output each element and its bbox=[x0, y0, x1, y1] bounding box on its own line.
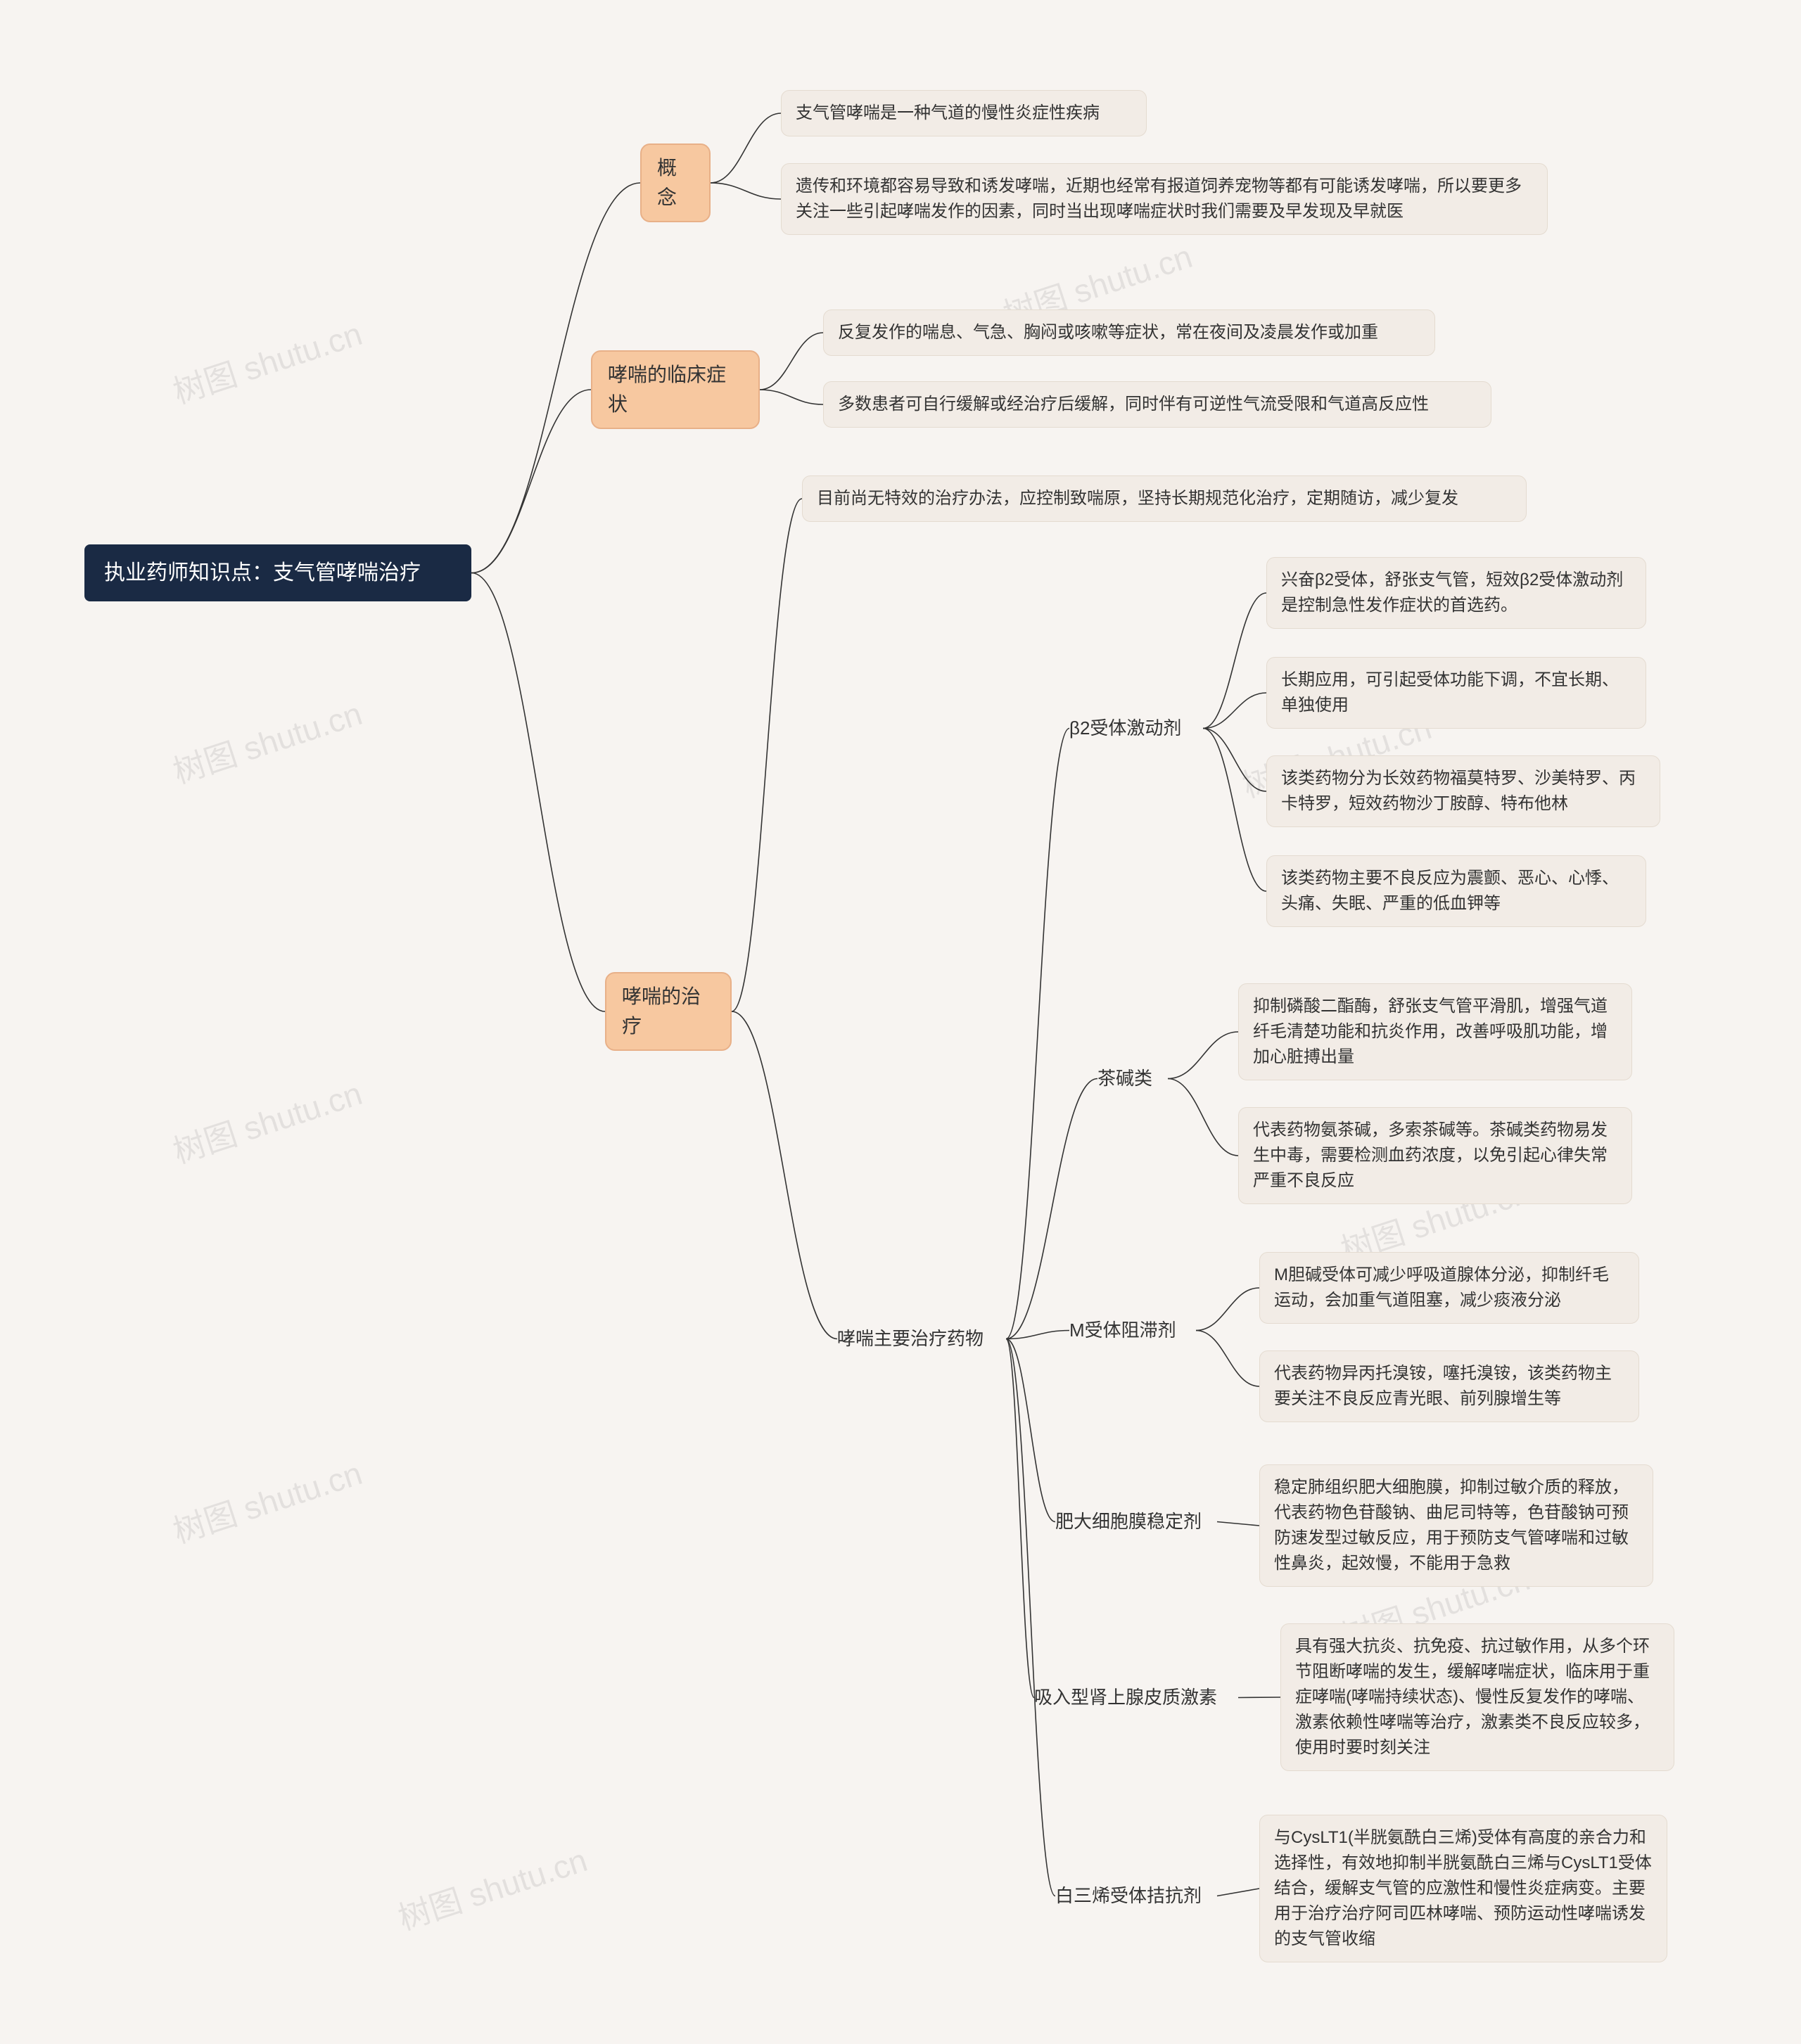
edge bbox=[1203, 729, 1266, 892]
node-text: β2受体激动剂 bbox=[1069, 715, 1181, 742]
node-root: 执业药师知识点：支气管哮喘治疗 bbox=[84, 544, 471, 601]
node-b1l2: 遗传和环境都容易导致和诱发哮喘，近期也经常有报道饲养宠物等都有可能诱发哮喘，所以… bbox=[781, 163, 1548, 235]
edge bbox=[760, 333, 823, 390]
edge bbox=[1006, 1331, 1069, 1339]
edge bbox=[1217, 1889, 1259, 1896]
node-d6l1: 与CysLT1(半胱氨酰白三烯)受体有高度的亲合力和选择性，有效地抑制半胱氨酰白… bbox=[1259, 1815, 1667, 1962]
watermark: 树图 shutu.cn bbox=[167, 1068, 367, 1173]
node-text: 遗传和环境都容易导致和诱发哮喘，近期也经常有报道饲养宠物等都有可能诱发哮喘，所以… bbox=[796, 174, 1533, 224]
node-text: 支气管哮喘是一种气道的慢性炎症性疾病 bbox=[796, 101, 1100, 126]
node-b1: 概念 bbox=[640, 143, 711, 222]
node-text: 哮喘主要治疗药物 bbox=[837, 1325, 984, 1353]
edge bbox=[732, 499, 802, 1011]
node-text: 哮喘的临床症状 bbox=[608, 360, 743, 419]
node-text: 该类药物主要不良反应为震颤、恶心、心悸、头痛、失眠、严重的低血钾等 bbox=[1281, 866, 1631, 916]
watermark: 树图 shutu.cn bbox=[167, 309, 367, 414]
node-d6: 白三烯受体拮抗剂 bbox=[1055, 1882, 1217, 1910]
node-text: 哮喘的治疗 bbox=[622, 982, 715, 1041]
node-d3l1: M胆碱受体可减少呼吸道腺体分泌，抑制纤毛运动，会加重气道阻塞，减少痰液分泌 bbox=[1259, 1252, 1639, 1324]
node-text: M胆碱受体可减少呼吸道腺体分泌，抑制纤毛运动，会加重气道阻塞，减少痰液分泌 bbox=[1274, 1263, 1624, 1313]
node-text: 执业药师知识点：支气管哮喘治疗 bbox=[104, 557, 421, 589]
node-text: 反复发作的喘息、气急、胸闷或咳嗽等症状，常在夜间及凌晨发作或加重 bbox=[838, 320, 1378, 345]
node-d5l1: 具有强大抗炎、抗免疫、抗过敏作用，从多个环节阻断哮喘的发生，缓解哮喘症状，临床用… bbox=[1280, 1623, 1674, 1771]
edge bbox=[1196, 1288, 1259, 1331]
edge bbox=[1168, 1032, 1238, 1079]
edge bbox=[1168, 1079, 1238, 1156]
node-text: M受体阻滞剂 bbox=[1069, 1317, 1176, 1344]
watermark: 树图 shutu.cn bbox=[167, 1448, 367, 1553]
node-b1l1: 支气管哮喘是一种气道的慢性炎症性疾病 bbox=[781, 90, 1147, 136]
edge bbox=[1196, 1331, 1259, 1387]
node-d4: 肥大细胞膜稳定剂 bbox=[1055, 1508, 1217, 1535]
node-b2l2: 多数患者可自行缓解或经治疗后缓解，同时伴有可逆性气流受限和气道高反应性 bbox=[823, 381, 1491, 428]
node-text: 目前尚无特效的治疗办法，应控制致喘原，坚持长期规范化治疗，定期随访，减少复发 bbox=[817, 486, 1458, 511]
node-text: 吸入型肾上腺皮质激素 bbox=[1034, 1684, 1217, 1711]
node-b3: 哮喘的治疗 bbox=[605, 972, 732, 1051]
edge bbox=[471, 573, 605, 1012]
edge bbox=[1006, 1339, 1055, 1896]
node-b2l1: 反复发作的喘息、气急、胸闷或咳嗽等症状，常在夜间及凌晨发作或加重 bbox=[823, 309, 1435, 356]
node-text: 白三烯受体拮抗剂 bbox=[1055, 1882, 1202, 1910]
node-text: 与CysLT1(半胱氨酰白三烯)受体有高度的亲合力和选择性，有效地抑制半胱氨酰白… bbox=[1274, 1825, 1653, 1952]
node-d2: 茶碱类 bbox=[1097, 1065, 1168, 1092]
edge bbox=[1217, 1522, 1259, 1526]
edge bbox=[1006, 1339, 1055, 1522]
node-text: 兴奋β2受体，舒张支气管，短效β2受体激动剂是控制急性发作症状的首选药。 bbox=[1281, 568, 1631, 618]
node-text: 多数患者可自行缓解或经治疗后缓解，同时伴有可逆性气流受限和气道高反应性 bbox=[838, 392, 1429, 417]
node-text: 长期应用，可引起受体功能下调，不宜长期、单独使用 bbox=[1281, 668, 1631, 718]
node-b3l1: 目前尚无特效的治疗办法，应控制致喘原，坚持长期规范化治疗，定期随访，减少复发 bbox=[802, 475, 1527, 522]
node-d2l1: 抑制磷酸二酯酶，舒张支气管平滑肌，增强气道纤毛清楚功能和抗炎作用，改善呼吸肌功能… bbox=[1238, 983, 1632, 1080]
edge bbox=[1238, 1697, 1280, 1698]
edge bbox=[1006, 1339, 1034, 1698]
watermark: 树图 shutu.cn bbox=[392, 1835, 592, 1940]
node-text: 肥大细胞膜稳定剂 bbox=[1055, 1508, 1202, 1535]
node-d4l1: 稳定肺组织肥大细胞膜，抑制过敏介质的释放，代表药物色苷酸钠、曲尼司特等，色苷酸钠… bbox=[1259, 1464, 1653, 1587]
node-d1l3: 该类药物分为长效药物福莫特罗、沙美特罗、丙卡特罗，短效药物沙丁胺醇、特布他林 bbox=[1266, 755, 1660, 827]
node-text: 稳定肺组织肥大细胞膜，抑制过敏介质的释放，代表药物色苷酸钠、曲尼司特等，色苷酸钠… bbox=[1274, 1475, 1638, 1576]
edge bbox=[732, 1011, 837, 1339]
node-d1l1: 兴奋β2受体，舒张支气管，短效β2受体激动剂是控制急性发作症状的首选药。 bbox=[1266, 557, 1646, 629]
edge bbox=[1203, 593, 1266, 729]
node-text: 代表药物氨茶碱，多索茶碱等。茶碱类药物易发生中毒，需要检测血药浓度，以免引起心律… bbox=[1253, 1118, 1617, 1194]
node-text: 抑制磷酸二酯酶，舒张支气管平滑肌，增强气道纤毛清楚功能和抗炎作用，改善呼吸肌功能… bbox=[1253, 994, 1617, 1070]
node-text: 茶碱类 bbox=[1097, 1065, 1152, 1092]
node-d1l2: 长期应用，可引起受体功能下调，不宜长期、单独使用 bbox=[1266, 657, 1646, 729]
edge bbox=[711, 113, 781, 183]
node-d1: β2受体激动剂 bbox=[1069, 715, 1203, 742]
edge bbox=[760, 390, 823, 404]
edge bbox=[1203, 693, 1266, 729]
edge bbox=[1006, 1079, 1097, 1339]
node-b2: 哮喘的临床症状 bbox=[591, 350, 760, 429]
node-b3s1: 哮喘主要治疗药物 bbox=[837, 1325, 1006, 1353]
node-d2l2: 代表药物氨茶碱，多索茶碱等。茶碱类药物易发生中毒，需要检测血药浓度，以免引起心律… bbox=[1238, 1107, 1632, 1204]
node-text: 概念 bbox=[657, 153, 694, 212]
watermark: 树图 shutu.cn bbox=[167, 689, 367, 793]
edge bbox=[1006, 729, 1069, 1339]
node-d1l4: 该类药物主要不良反应为震颤、恶心、心悸、头痛、失眠、严重的低血钾等 bbox=[1266, 855, 1646, 927]
node-text: 代表药物异丙托溴铵，噻托溴铵，该类药物主要关注不良反应青光眼、前列腺增生等 bbox=[1274, 1361, 1624, 1412]
edge bbox=[711, 183, 781, 199]
edge bbox=[471, 390, 591, 573]
node-text: 该类药物分为长效药物福莫特罗、沙美特罗、丙卡特罗，短效药物沙丁胺醇、特布他林 bbox=[1281, 766, 1646, 817]
node-text: 具有强大抗炎、抗免疫、抗过敏作用，从多个环节阻断哮喘的发生，缓解哮喘症状，临床用… bbox=[1295, 1634, 1660, 1761]
edge bbox=[1203, 729, 1266, 792]
node-d3l2: 代表药物异丙托溴铵，噻托溴铵，该类药物主要关注不良反应青光眼、前列腺增生等 bbox=[1259, 1350, 1639, 1422]
mindmap-canvas: 树图 shutu.cn 树图 shutu.cn 树图 shutu.cn 树图 shut… bbox=[0, 0, 1801, 2044]
node-d5: 吸入型肾上腺皮质激素 bbox=[1034, 1684, 1238, 1711]
node-d3: M受体阻滞剂 bbox=[1069, 1317, 1196, 1344]
